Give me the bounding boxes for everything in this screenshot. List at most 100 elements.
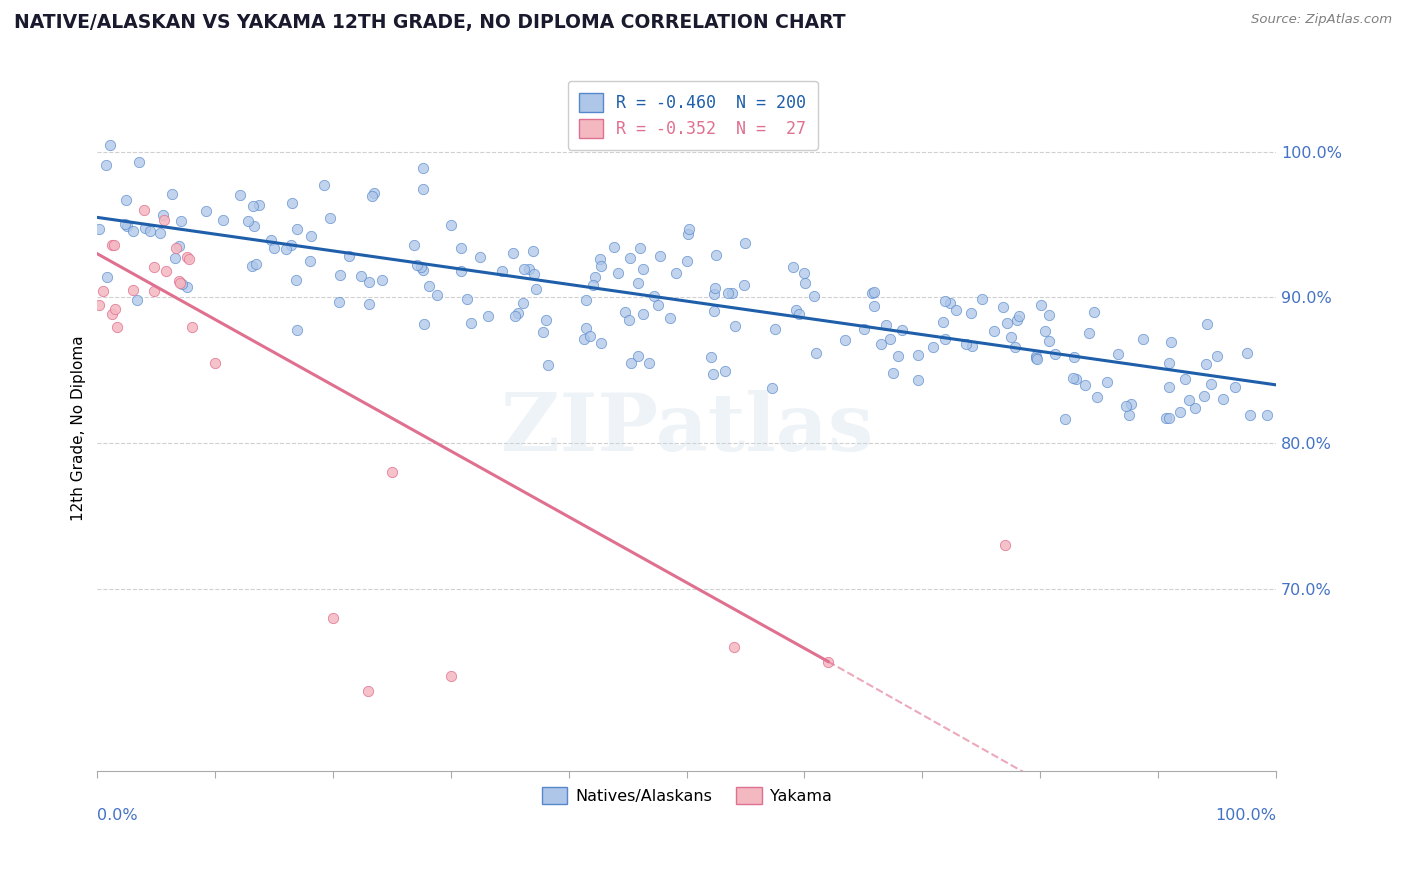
Point [1199,376,1222,391]
Point [418,279,440,293]
Point [1118,408,1140,422]
Point [723,640,745,654]
Point [1154,411,1177,425]
Point [1025,351,1047,366]
Point [702,367,724,381]
Point [299,253,322,268]
Point [103,238,125,252]
Point [1038,334,1060,348]
Point [337,249,360,263]
Point [491,264,513,278]
Point [357,297,380,311]
Point [589,252,612,267]
Point [852,322,875,336]
Point [412,161,434,175]
Point [450,264,472,278]
Point [721,285,744,300]
Point [170,214,193,228]
Point [887,350,910,364]
Point [804,345,827,359]
Point [537,358,560,372]
Point [426,288,449,302]
Point [412,181,434,195]
Point [1107,347,1129,361]
Point [167,274,190,288]
Point [517,261,540,276]
Point [1038,308,1060,322]
Point [785,303,807,318]
Point [524,282,547,296]
Point [153,212,176,227]
Point [734,235,756,250]
Point [477,310,499,324]
Point [1097,376,1119,390]
Point [329,268,352,283]
Point [96,269,118,284]
Text: 100.0%: 100.0% [1215,808,1275,823]
Point [648,249,671,263]
Point [579,329,602,343]
Point [1029,297,1052,311]
Point [1083,305,1105,319]
Point [180,319,202,334]
Point [863,299,886,313]
Point [149,227,172,241]
Point [104,301,127,316]
Point [575,321,598,335]
Point [934,332,956,346]
Point [1008,309,1031,323]
Point [882,366,904,380]
Point [101,237,124,252]
Point [502,246,524,260]
Point [1115,399,1137,413]
Point [834,333,856,347]
Point [450,241,472,255]
Point [959,306,981,320]
Point [285,323,308,337]
Text: Source: ZipAtlas.com: Source: ZipAtlas.com [1251,13,1392,27]
Point [733,278,755,293]
Point [1206,349,1229,363]
Point [945,302,967,317]
Point [703,304,725,318]
Point [1184,401,1206,415]
Point [647,298,669,312]
Point [1066,372,1088,386]
Point [955,337,977,351]
Point [1174,372,1197,386]
Point [212,213,235,227]
Text: NATIVE/ALASKAN VS YAKAMA 12TH GRADE, NO DIPLOMA CORRELATION CHART: NATIVE/ALASKAN VS YAKAMA 12TH GRADE, NO … [14,13,845,32]
Point [114,193,136,207]
Point [281,196,304,211]
Point [280,237,302,252]
Point [139,224,162,238]
Point [162,187,184,202]
Point [314,178,336,192]
Point [793,266,815,280]
Point [627,349,650,363]
Point [1004,340,1026,354]
Point [440,669,463,683]
Point [589,336,612,351]
Point [1000,330,1022,344]
Point [575,293,598,307]
Point [1157,380,1180,394]
Point [176,280,198,294]
Point [583,270,606,285]
Point [1212,392,1234,406]
Point [1119,397,1142,411]
Point [247,198,270,212]
Point [128,155,150,169]
Point [617,312,640,326]
Point [704,281,727,295]
Point [412,262,434,277]
Point [134,203,156,218]
Point [363,186,385,201]
Point [105,320,128,334]
Point [907,373,929,387]
Point [98,137,121,152]
Point [983,324,1005,338]
Y-axis label: 12th Grade, No Diploma: 12th Grade, No Diploma [72,335,86,521]
Point [1063,350,1085,364]
Point [152,209,174,223]
